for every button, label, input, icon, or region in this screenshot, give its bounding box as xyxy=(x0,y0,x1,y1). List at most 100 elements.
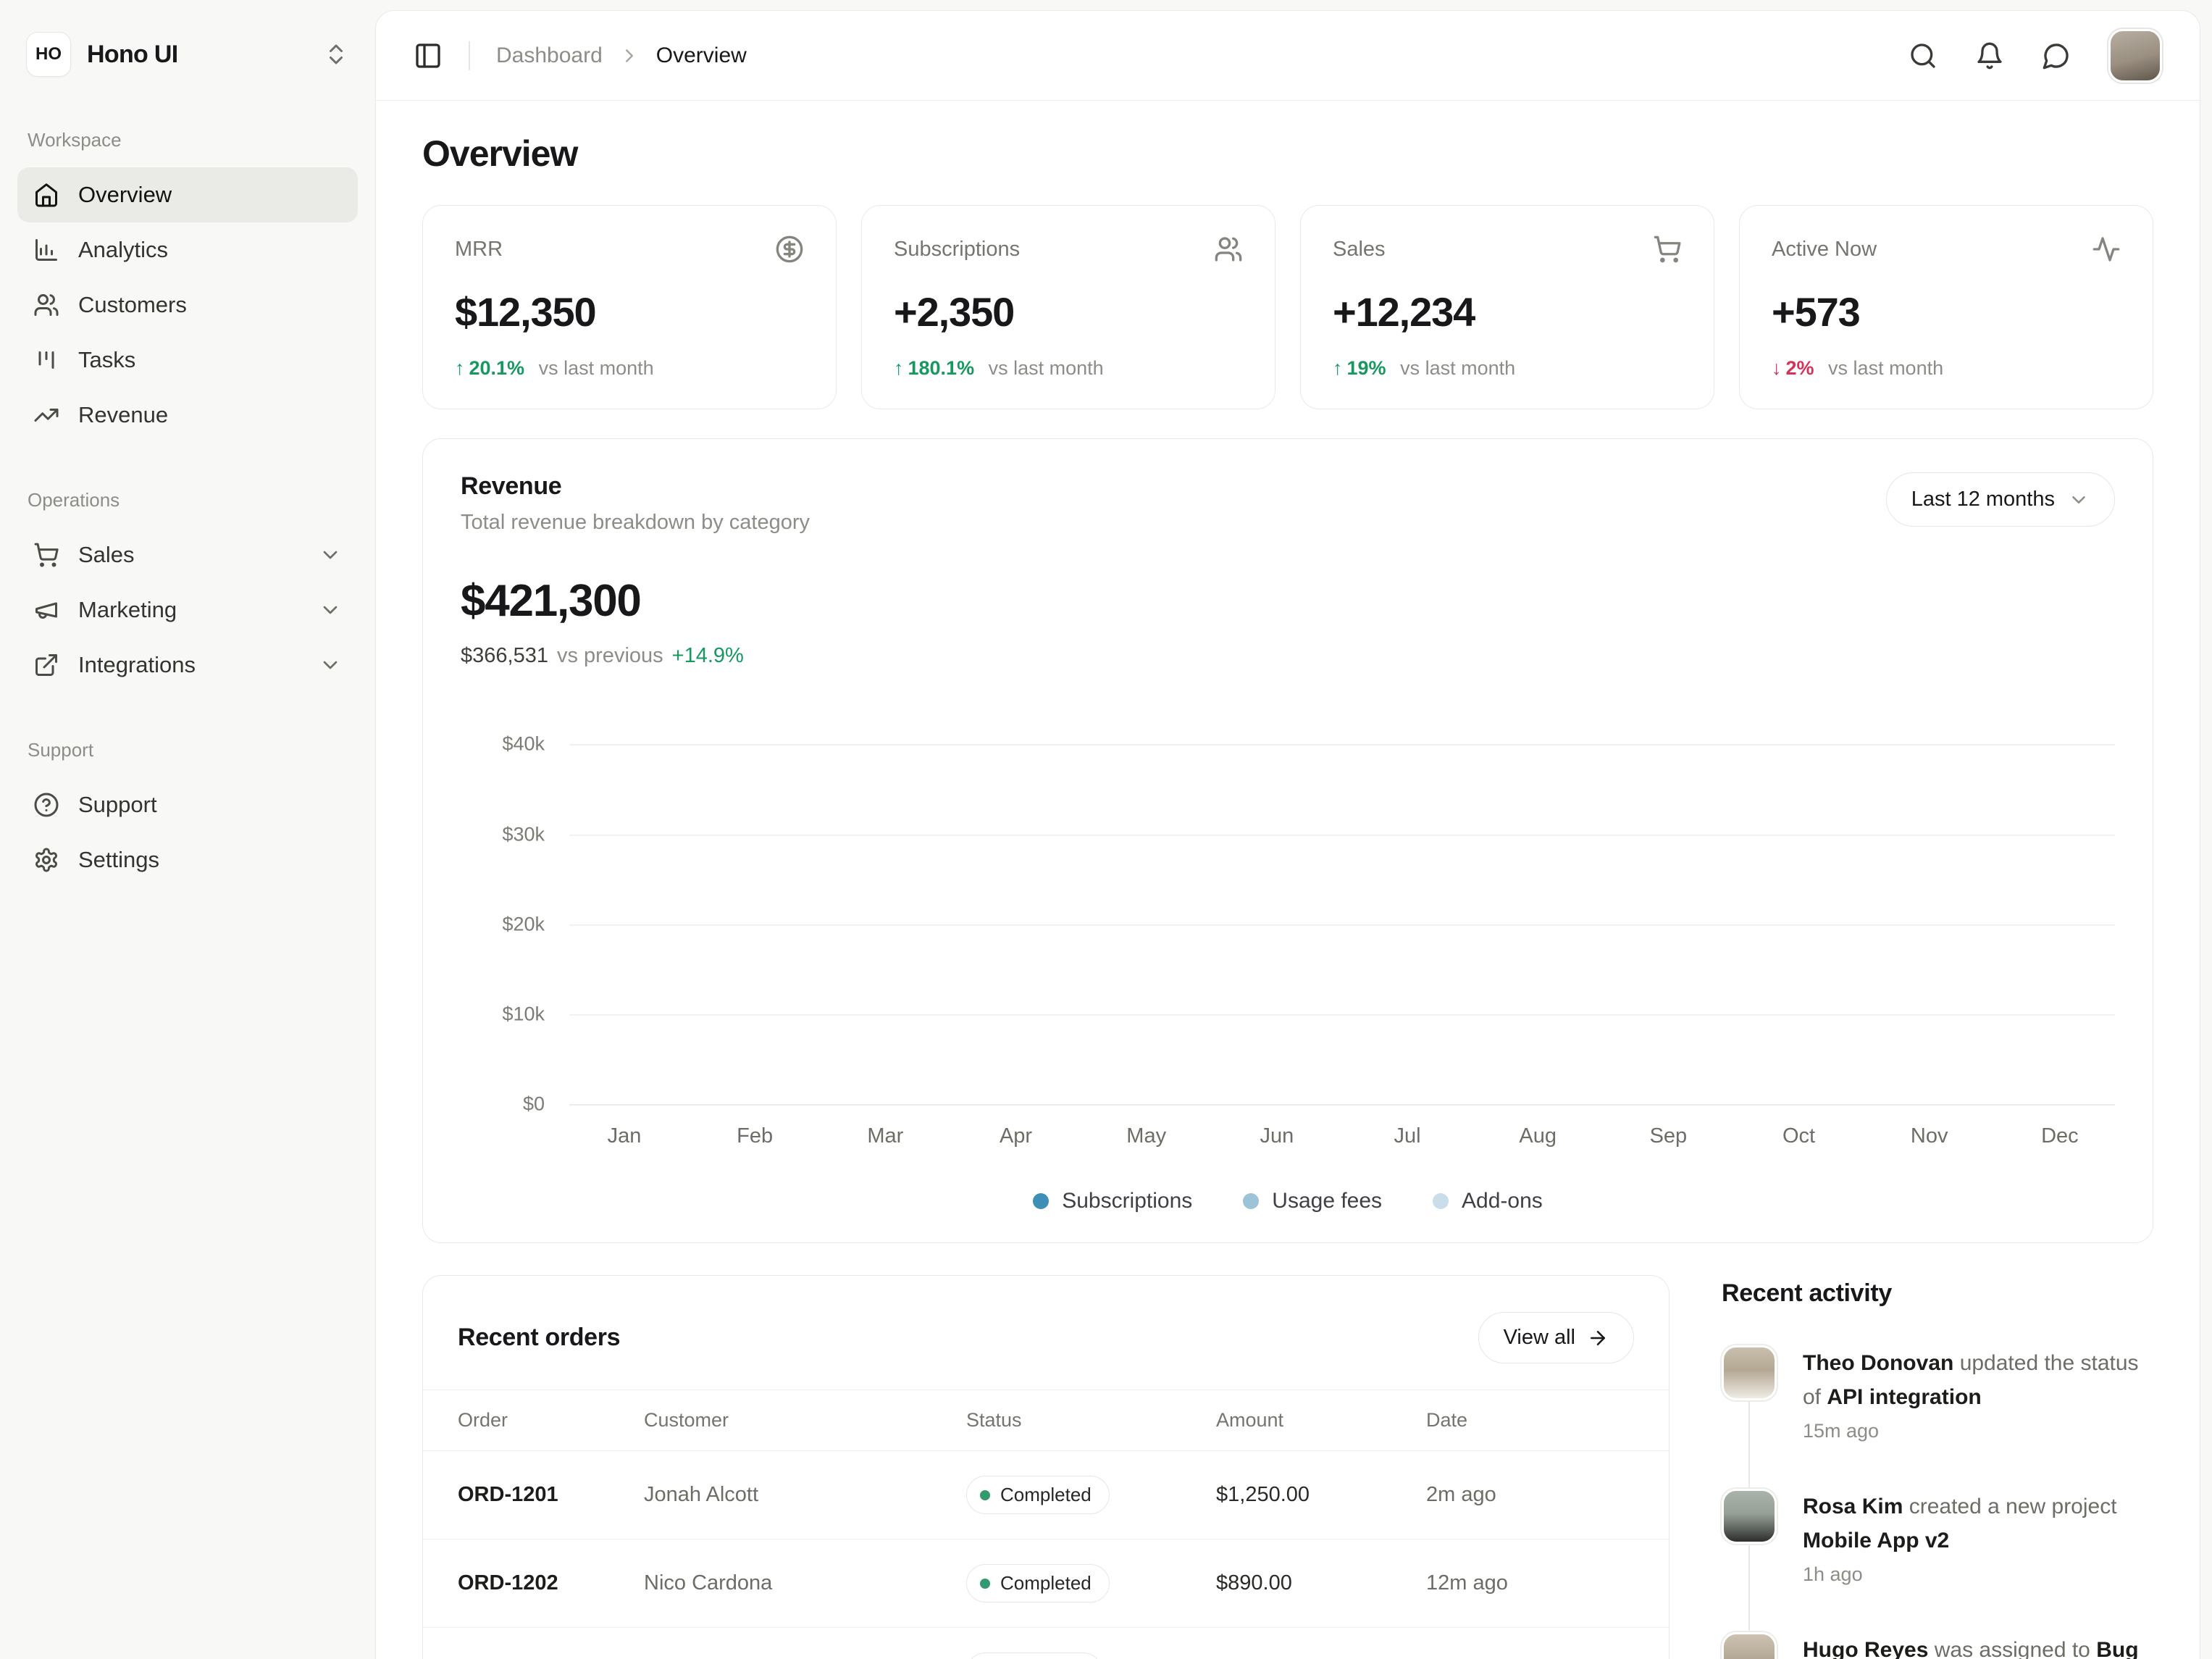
recent-orders-title: Recent orders xyxy=(458,1324,621,1351)
search-icon[interactable] xyxy=(1909,41,1937,70)
bar-chart-icon xyxy=(33,237,59,263)
x-axis-tick-label: Mar xyxy=(867,1124,904,1148)
date-range-select[interactable]: Last 12 months xyxy=(1885,472,2115,527)
breadcrumb-current: Overview xyxy=(655,43,747,67)
sidebar-item-label: Sales xyxy=(78,542,135,567)
stat-cards-row: MRR $12,350 ↑ 20.1% vs last month Subscripti… xyxy=(422,205,2153,409)
x-axis-tick-label: Aug xyxy=(1519,1124,1557,1148)
customer-cell: Nico Cardona xyxy=(644,1539,966,1628)
arrow-up-icon: ↑ xyxy=(1333,357,1343,379)
help-circle-icon xyxy=(33,792,59,818)
chevron-down-icon xyxy=(319,598,342,622)
stat-label: Active Now xyxy=(1772,237,1877,261)
table-row[interactable]: ORD-1203Rosa KimCancelled $2,100.0028m ag… xyxy=(423,1627,1669,1659)
legend-label: Subscriptions xyxy=(1062,1189,1193,1213)
order-id-cell: ORD-1203 xyxy=(423,1627,644,1659)
gridline: $40k xyxy=(502,733,2115,755)
gridline: $20k xyxy=(502,913,2115,935)
chevron-down-icon xyxy=(319,653,342,677)
arrow-up-icon: ↑ xyxy=(894,357,904,379)
status-cell: Completed xyxy=(966,1450,1216,1539)
x-axis-tick-label: Dec xyxy=(2041,1124,2079,1148)
stat-card-sales: Sales +12,234 ↑ 19% vs last month xyxy=(1300,205,1714,409)
sidebar-item-support[interactable]: Support xyxy=(17,777,358,832)
sidebar-item-label: Integrations xyxy=(78,652,196,677)
status-badge: Completed xyxy=(966,1476,1110,1514)
chart-legend: Subscriptions Usage fees Add-ons xyxy=(461,1189,2115,1213)
status-cell: Cancelled xyxy=(966,1627,1216,1659)
x-axis-tick-label: Jun xyxy=(1260,1124,1294,1148)
revenue-total: $421,300 xyxy=(461,576,642,626)
legend-label: Add-ons xyxy=(1462,1189,1543,1213)
table-row[interactable]: ORD-1201 Jonah Alcott Completed $1,250.00 2m… xyxy=(423,1450,1669,1539)
avatar xyxy=(1722,1632,1777,1659)
activity-item[interactable]: Hugo Reyes was assigned to Bug fixes2h a… xyxy=(1722,1632,2153,1659)
status-dot xyxy=(980,1578,990,1589)
sidebar-item-label: Revenue xyxy=(78,402,169,427)
y-axis-tick-label: $0 xyxy=(522,1092,545,1115)
x-axis-tick-label: Sep xyxy=(1649,1124,1688,1148)
stat-label: Sales xyxy=(1333,237,1386,261)
sidebar-item-sales[interactable]: Sales xyxy=(17,527,358,582)
x-axis-tick-label: May xyxy=(1126,1124,1167,1148)
sidebar-item-marketing[interactable]: Marketing xyxy=(17,582,358,638)
activity-text: Rosa Kim created a new project Mobile Ap… xyxy=(1803,1495,2117,1553)
sidebar-section-label: Workspace xyxy=(28,129,122,151)
activity-item[interactable]: Rosa Kim created a new project Mobile Ap… xyxy=(1722,1489,2153,1586)
sidebar-item-customers[interactable]: Customers xyxy=(17,277,358,333)
y-axis-tick-label: $10k xyxy=(502,1003,545,1025)
sidebar-item-label: Analytics xyxy=(78,237,169,262)
stat-delta: ↓ 2% vs last month xyxy=(1772,357,1944,379)
sidebar-item-settings[interactable]: Settings xyxy=(17,832,358,887)
sidebar-item-revenue[interactable]: Revenue xyxy=(17,388,358,443)
chevron-down-icon xyxy=(319,543,342,567)
view-all-button[interactable]: View all xyxy=(1478,1312,1634,1363)
user-avatar[interactable] xyxy=(2108,28,2162,83)
page-title: Overview xyxy=(422,133,578,174)
chevron-right-icon xyxy=(619,45,640,67)
sidebar-item-label: Tasks xyxy=(78,347,136,372)
recent-activity-panel: Recent activity Theo Donovan updated the… xyxy=(1722,1275,2153,1659)
sidebar-item-tasks[interactable]: Tasks xyxy=(17,333,358,388)
users-icon xyxy=(1214,235,1243,264)
megaphone-icon xyxy=(33,597,59,623)
activity-item[interactable]: Theo Donovan updated the status of API i… xyxy=(1722,1345,2153,1442)
activity-text: Theo Donovan updated the status of API i… xyxy=(1803,1351,2139,1409)
circle-dollar-icon xyxy=(775,235,804,264)
column-header-status: Status xyxy=(966,1390,1216,1451)
column-header-amount: Amount xyxy=(1216,1390,1426,1451)
recent-activity-title: Recent activity xyxy=(1722,1279,1892,1307)
cart-icon xyxy=(33,542,59,568)
sidebar-item-label: Overview xyxy=(78,182,172,207)
y-axis-tick-label: $40k xyxy=(502,732,545,755)
activity-icon xyxy=(2092,235,2121,264)
workspace-switcher[interactable]: HO Hono UI xyxy=(17,26,358,83)
bell-icon[interactable] xyxy=(1975,41,2004,70)
chevrons-up-down-icon[interactable] xyxy=(323,41,349,67)
activity-timestamp: 15m ago xyxy=(1803,1420,1880,1442)
stat-value: +2,350 xyxy=(894,289,1015,335)
x-axis-tick-label: Jul xyxy=(1394,1124,1421,1148)
avatar xyxy=(1722,1345,1777,1400)
stat-delta: ↑ 20.1% vs last month xyxy=(455,357,654,379)
table-row[interactable]: ORD-1202 Nico Cardona Completed $890.00 12m … xyxy=(423,1539,1669,1628)
sidebar-item-label: Settings xyxy=(78,847,160,872)
sidebar-toggle-icon[interactable] xyxy=(414,41,443,70)
x-axis-tick-label: Oct xyxy=(1782,1124,1816,1148)
sidebar-item-overview[interactable]: Overview xyxy=(17,167,358,222)
sidebar-item-integrations[interactable]: Integrations xyxy=(17,638,358,693)
legend-dot xyxy=(1033,1193,1050,1209)
revenue-previous: $366,531 xyxy=(461,644,548,667)
sidebar-item-analytics[interactable]: Analytics xyxy=(17,222,358,277)
breadcrumb-parent[interactable]: Dashboard xyxy=(496,43,603,67)
stat-value: +12,234 xyxy=(1333,289,1475,335)
legend-item-subscriptions: Subscriptions xyxy=(1033,1189,1192,1213)
stat-value: $12,350 xyxy=(455,289,597,335)
gridline: $30k xyxy=(502,823,2115,845)
external-link-icon xyxy=(33,652,59,678)
status-badge: Completed xyxy=(966,1564,1110,1602)
revenue-comparison: $366,531 vs previous +14.9% xyxy=(461,644,2115,668)
gridline: $10k xyxy=(502,1003,2115,1024)
stat-card-mrr: MRR $12,350 ↑ 20.1% vs last month xyxy=(422,205,837,409)
chat-icon[interactable] xyxy=(2042,41,2071,70)
